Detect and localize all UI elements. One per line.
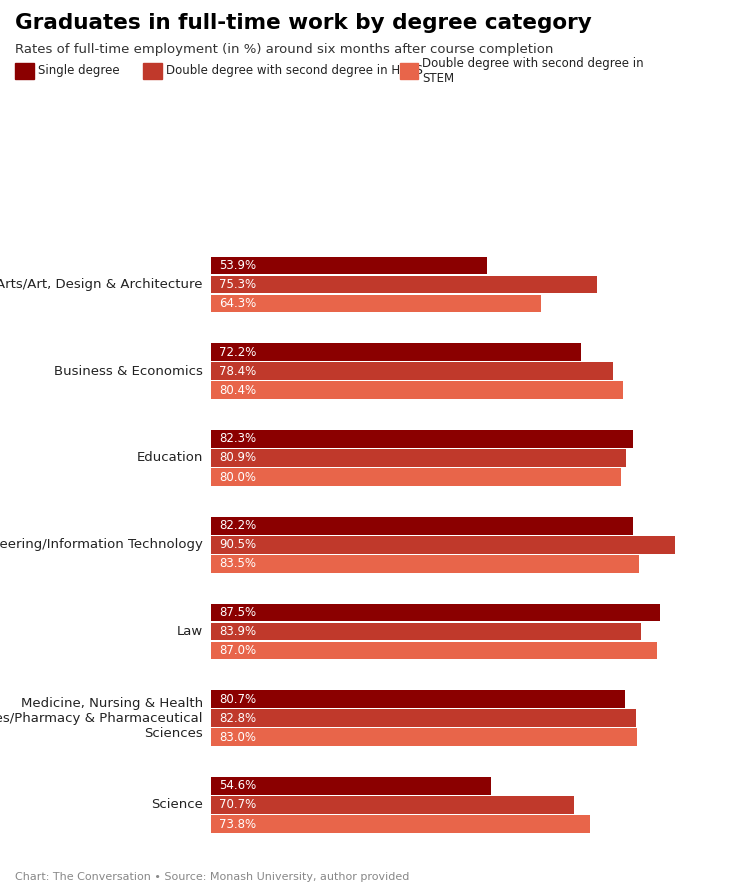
Bar [211, 468, 621, 486]
Text: 78.4%: 78.4% [219, 364, 256, 378]
Text: 83.9%: 83.9% [219, 625, 256, 638]
Bar [211, 729, 636, 747]
Text: 83.5%: 83.5% [219, 557, 256, 571]
Bar [211, 343, 581, 361]
Text: 82.3%: 82.3% [219, 432, 256, 446]
Text: 90.5%: 90.5% [219, 538, 256, 551]
Text: 72.2%: 72.2% [219, 346, 256, 359]
Bar [211, 709, 636, 727]
Text: 64.3%: 64.3% [219, 297, 256, 310]
Bar [211, 449, 626, 467]
Bar [211, 430, 633, 447]
Text: Double degree with second degree in HASS: Double degree with second degree in HASS [166, 64, 423, 77]
Text: 87.0%: 87.0% [219, 644, 256, 657]
Text: Graduates in full-time work by degree category: Graduates in full-time work by degree ca… [15, 13, 592, 33]
Text: 80.0%: 80.0% [219, 471, 256, 484]
Bar [211, 295, 541, 313]
Text: 53.9%: 53.9% [219, 259, 256, 271]
Text: Single degree: Single degree [38, 64, 119, 77]
Text: 80.7%: 80.7% [219, 693, 256, 705]
Text: 70.7%: 70.7% [219, 798, 256, 812]
Bar [211, 815, 590, 833]
Text: Chart: The Conversation • Source: Monash University, author provided: Chart: The Conversation • Source: Monash… [15, 872, 409, 882]
Bar [211, 777, 491, 795]
Bar [211, 690, 625, 708]
Bar [211, 363, 613, 380]
Text: 54.6%: 54.6% [219, 780, 256, 792]
Bar [211, 381, 624, 399]
Bar [211, 604, 660, 622]
Text: 80.4%: 80.4% [219, 384, 256, 396]
Text: Double degree with second degree in
STEM: Double degree with second degree in STEM [422, 56, 644, 85]
Bar [211, 796, 574, 814]
Bar [211, 256, 488, 274]
Bar [211, 276, 597, 294]
Text: 82.2%: 82.2% [219, 519, 256, 532]
Text: Rates of full-time employment (in %) around six months after course completion: Rates of full-time employment (in %) aro… [15, 43, 553, 56]
Bar [211, 555, 639, 572]
Bar [211, 642, 657, 659]
Text: 83.0%: 83.0% [219, 730, 256, 744]
Text: 73.8%: 73.8% [219, 818, 256, 830]
Bar [211, 622, 642, 640]
Text: 87.5%: 87.5% [219, 605, 256, 619]
Bar [211, 536, 675, 554]
Text: 80.9%: 80.9% [219, 452, 256, 464]
Text: 75.3%: 75.3% [219, 278, 256, 291]
Text: 82.8%: 82.8% [219, 712, 256, 725]
Bar [211, 517, 633, 535]
